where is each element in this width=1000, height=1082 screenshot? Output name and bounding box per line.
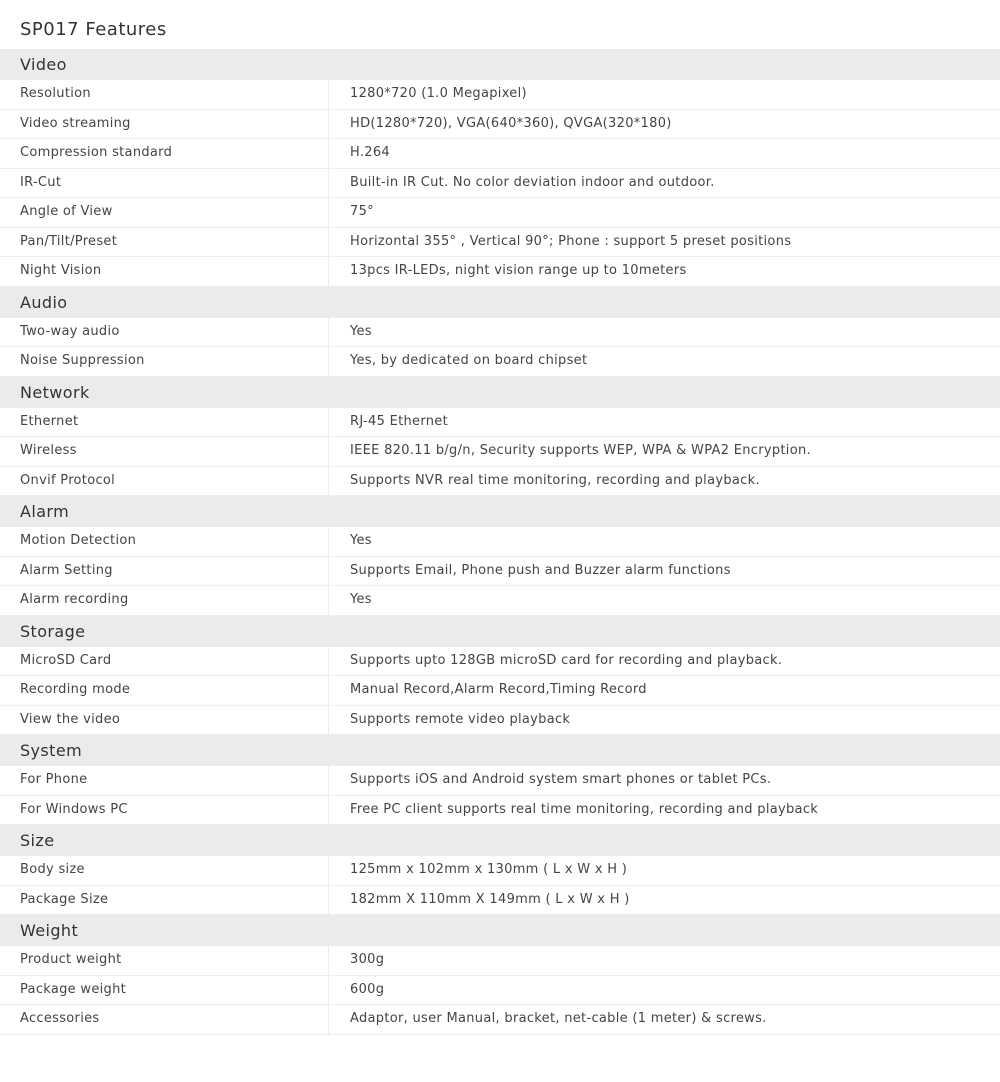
feature-label: IR-Cut: [0, 168, 329, 197]
table-row: Night Vision 13pcs IR-LEDs, night vision …: [0, 257, 1000, 287]
feature-value: Supports remote video playback: [350, 711, 571, 727]
feature-label: Resolution: [0, 80, 329, 109]
table-row: Accessories Adaptor, user Manual, bracket…: [0, 1005, 1000, 1035]
table-row: Noise Suppression Yes, by dedicated on bo…: [0, 347, 1000, 377]
table-row: Body size 125mm x 102mm x 130mm ( L x W x…: [0, 856, 1000, 886]
section-header: Weight: [0, 915, 1000, 946]
feature-label: MicroSD Card: [0, 646, 329, 675]
feature-label: Package weight: [0, 975, 329, 1004]
feature-value: 13pcs IR-LEDs, night vision range up to …: [350, 263, 687, 278]
feature-label: For Phone: [0, 766, 329, 795]
feature-value: Supports iOS and Android system smart ph…: [350, 772, 772, 787]
feature-value: H.264: [350, 145, 390, 160]
feature-value: 182mm X 110mm X 149mm ( L x W x H ): [350, 891, 630, 907]
feature-value: Supports Email, Phone push and Buzzer al…: [350, 562, 731, 578]
table-row: Resolution 1280*720 (1.0 Megapixel): [0, 80, 1000, 110]
feature-label: Accessories: [0, 1005, 329, 1034]
feature-label: Body size: [0, 856, 329, 885]
feature-value: 1280*720 (1.0 Megapixel): [350, 86, 527, 101]
feature-label: Pan/Tilt/Preset: [0, 227, 329, 256]
feature-label: Wireless: [0, 437, 329, 466]
section-header: Network: [0, 376, 1000, 408]
feature-value: 600g: [350, 981, 385, 997]
feature-value: Horizontal 355° , Vertical 90°; Phone : …: [350, 233, 792, 249]
feature-label: Compression standard: [0, 139, 329, 168]
feature-value: RJ-45 Ethernet: [350, 413, 448, 429]
table-row: For Windows PC Free PC client supports re…: [0, 795, 1000, 825]
feature-label: Motion Detection: [0, 527, 329, 556]
section-header: Audio: [0, 286, 1000, 318]
feature-value: IEEE 820.11 b/g/n, Security supports WEP…: [350, 443, 811, 458]
table-row: Two-way audio Yes: [0, 317, 1000, 347]
feature-value: Free PC client supports real time monito…: [350, 801, 819, 817]
table-row: MicroSD Card Supports upto 128GB microSD …: [0, 646, 1000, 676]
table-row: Pan/Tilt/Preset Horizontal 355° , Vertica…: [0, 227, 1000, 257]
feature-value: Yes, by dedicated on board chipset: [350, 353, 588, 368]
feature-value: Built-in IR Cut. No color deviation indo…: [350, 174, 715, 190]
table-row: Recording mode Manual Record,Alarm Record…: [0, 676, 1000, 706]
feature-value: Manual Record,Alarm Record,Timing Record: [350, 682, 647, 697]
feature-value: 300g: [350, 952, 385, 967]
feature-value: 125mm x 102mm x 130mm ( L x W x H ): [350, 862, 628, 877]
table-row: IR-Cut Built-in IR Cut. No color deviatio…: [0, 168, 1000, 198]
section-header: Storage: [0, 615, 1000, 647]
feature-label: For Windows PC: [0, 795, 329, 824]
feature-label: Alarm Setting: [0, 556, 329, 585]
table-row: Onvif Protocol Supports NVR real time mon…: [0, 466, 1000, 496]
table-row: Wireless IEEE 820.11 b/g/n, Security supp…: [0, 437, 1000, 467]
feature-label: Video streaming: [0, 109, 329, 138]
page-title: SP017 Features: [20, 19, 167, 40]
feature-value: Supports upto 128GB microSD card for rec…: [350, 652, 783, 668]
section-header: Alarm: [0, 496, 1000, 527]
feature-label: Noise Suppression: [0, 347, 329, 376]
features-table: Video Resolution 1280*720 (1.0 Megapixel) V…: [0, 49, 1000, 1035]
table-row: Video streaming HD(1280*720), VGA(640*360…: [0, 109, 1000, 139]
feature-label: Angle of View: [0, 198, 329, 227]
feature-value: Yes: [350, 592, 372, 607]
feature-label: Package Size: [0, 885, 329, 914]
table-row: Ethernet RJ-45 Ethernet: [0, 407, 1000, 437]
feature-value: Supports NVR real time monitoring, recor…: [350, 472, 760, 488]
feature-value: Adaptor, user Manual, bracket, net-cable…: [350, 1011, 767, 1026]
table-row: Package weight 600g: [0, 975, 1000, 1005]
feature-value: HD(1280*720), VGA(640*360), QVGA(320*180…: [350, 115, 672, 131]
feature-value: Yes: [350, 533, 372, 548]
section-header: Size: [0, 825, 1000, 856]
feature-label: Alarm recording: [0, 586, 329, 615]
feature-label: View the video: [0, 705, 329, 734]
section-header: System: [0, 735, 1000, 766]
table-row: Product weight 300g: [0, 946, 1000, 976]
feature-label: Product weight: [0, 946, 329, 975]
feature-label: Ethernet: [0, 407, 329, 436]
table-row: View the video Supports remote video play…: [0, 705, 1000, 735]
table-row: Compression standard H.264: [0, 139, 1000, 169]
table-row: Angle of View 75°: [0, 198, 1000, 228]
table-row: For Phone Supports iOS and Android system…: [0, 766, 1000, 796]
table-row: Motion Detection Yes: [0, 527, 1000, 557]
feature-label: Night Vision: [0, 257, 329, 286]
table-row: Alarm recording Yes: [0, 586, 1000, 616]
feature-label: Recording mode: [0, 676, 329, 705]
table-row: Package Size 182mm X 110mm X 149mm ( L x …: [0, 885, 1000, 915]
table-row: Alarm Setting Supports Email, Phone push …: [0, 556, 1000, 586]
feature-value: Yes: [350, 323, 372, 339]
feature-label: Two-way audio: [0, 317, 329, 346]
section-header: Video: [0, 49, 1000, 80]
feature-label: Onvif Protocol: [0, 466, 329, 495]
feature-value: 75°: [350, 204, 374, 219]
